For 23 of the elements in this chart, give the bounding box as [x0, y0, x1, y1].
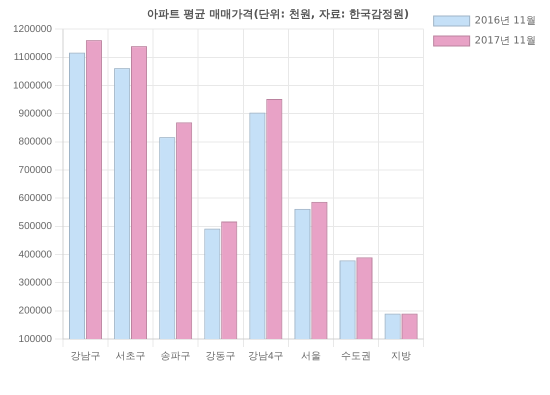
y-tick-label: 100000: [18, 334, 52, 345]
y-tick-label: 1000000: [12, 80, 52, 92]
x-tick-label: 송파구: [160, 350, 191, 362]
x-tick-label: 강남4구: [248, 350, 284, 362]
y-tick-label: 700000: [18, 164, 52, 176]
legend-label: 2016년 11월: [474, 16, 536, 27]
x-tick-label: 지방: [391, 350, 412, 362]
y-tick-label: 1100000: [14, 52, 52, 64]
y-tick-label: 300000: [18, 277, 52, 288]
y-tick-label: 900000: [18, 108, 52, 120]
x-tick-label: 서울: [300, 350, 321, 362]
y-tick-label: 1200000: [12, 24, 52, 35]
x-tick-label: 강동구: [206, 350, 236, 362]
y-tick-label: 500000: [18, 221, 52, 232]
x-tick-label: 서초구: [116, 350, 146, 362]
y-tick-label: 200000: [18, 306, 52, 317]
legend-label: 2017년 11월: [474, 36, 536, 47]
chart-title: 아파트 평균 매매가격(단위: 천원, 자료: 한국감정원): [146, 7, 410, 20]
x-tick-label: 수도권: [341, 350, 372, 362]
x-tick-label: 강남구: [70, 350, 100, 362]
y-tick-label: 400000: [18, 249, 52, 260]
y-tick-label: 800000: [18, 136, 52, 148]
y-tick-label: 600000: [18, 192, 52, 204]
